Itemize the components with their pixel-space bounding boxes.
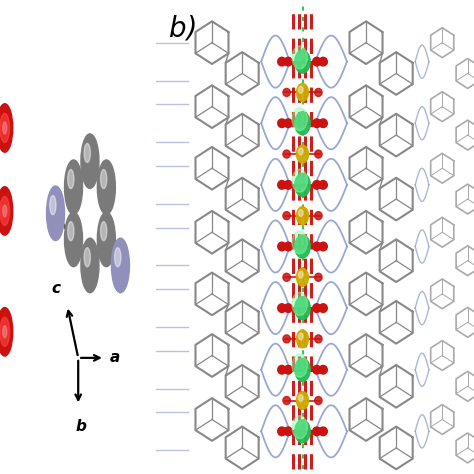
Ellipse shape <box>319 365 327 374</box>
Circle shape <box>3 205 7 217</box>
Ellipse shape <box>284 57 292 66</box>
Ellipse shape <box>284 427 292 436</box>
Ellipse shape <box>315 335 322 343</box>
Circle shape <box>64 212 82 267</box>
Ellipse shape <box>299 148 303 155</box>
Circle shape <box>100 222 107 241</box>
Ellipse shape <box>297 330 309 348</box>
Ellipse shape <box>313 427 321 436</box>
Ellipse shape <box>297 392 309 410</box>
Circle shape <box>0 113 9 143</box>
Circle shape <box>46 186 64 241</box>
Circle shape <box>97 212 115 267</box>
Ellipse shape <box>313 365 321 374</box>
Ellipse shape <box>284 304 292 312</box>
Ellipse shape <box>278 304 286 312</box>
Ellipse shape <box>284 242 292 251</box>
Ellipse shape <box>319 119 327 128</box>
Ellipse shape <box>315 89 322 96</box>
Ellipse shape <box>292 231 308 254</box>
Ellipse shape <box>284 365 292 374</box>
Circle shape <box>68 222 74 241</box>
Ellipse shape <box>297 207 309 225</box>
Ellipse shape <box>278 119 286 128</box>
Ellipse shape <box>292 108 308 130</box>
Text: c: c <box>52 281 61 296</box>
Ellipse shape <box>295 112 310 135</box>
Text: b): b) <box>169 14 198 42</box>
Ellipse shape <box>299 210 303 217</box>
Ellipse shape <box>295 297 310 319</box>
Ellipse shape <box>295 173 310 196</box>
Ellipse shape <box>278 242 286 251</box>
Circle shape <box>115 248 121 267</box>
Circle shape <box>3 122 7 134</box>
Ellipse shape <box>297 83 309 101</box>
Ellipse shape <box>313 119 321 128</box>
Ellipse shape <box>313 57 321 66</box>
Ellipse shape <box>295 235 310 258</box>
Circle shape <box>84 248 91 267</box>
Ellipse shape <box>315 397 322 404</box>
Ellipse shape <box>319 427 327 436</box>
Circle shape <box>0 308 13 356</box>
Ellipse shape <box>319 242 327 251</box>
Circle shape <box>111 238 129 293</box>
Ellipse shape <box>313 242 321 251</box>
Ellipse shape <box>299 333 303 340</box>
Ellipse shape <box>295 358 310 381</box>
Ellipse shape <box>292 292 308 315</box>
Circle shape <box>50 196 56 215</box>
Ellipse shape <box>315 150 322 158</box>
Ellipse shape <box>278 427 286 436</box>
Ellipse shape <box>283 89 291 96</box>
Ellipse shape <box>284 119 292 128</box>
Ellipse shape <box>319 181 327 189</box>
Ellipse shape <box>299 86 303 93</box>
Ellipse shape <box>284 181 292 189</box>
Circle shape <box>84 144 91 163</box>
Ellipse shape <box>295 50 310 73</box>
Circle shape <box>100 170 107 189</box>
Circle shape <box>3 326 7 338</box>
Circle shape <box>81 238 99 293</box>
Circle shape <box>64 160 82 215</box>
Ellipse shape <box>292 46 308 69</box>
Ellipse shape <box>283 273 291 281</box>
Ellipse shape <box>278 365 286 374</box>
Ellipse shape <box>297 145 309 163</box>
Ellipse shape <box>283 212 291 219</box>
Ellipse shape <box>313 304 321 312</box>
Ellipse shape <box>292 416 308 438</box>
Circle shape <box>0 104 13 152</box>
Ellipse shape <box>278 181 286 189</box>
Ellipse shape <box>319 304 327 312</box>
Ellipse shape <box>299 394 303 401</box>
Ellipse shape <box>292 354 308 377</box>
Ellipse shape <box>315 273 322 281</box>
Ellipse shape <box>292 169 308 192</box>
Circle shape <box>81 134 99 189</box>
Ellipse shape <box>295 420 310 443</box>
Ellipse shape <box>299 271 303 278</box>
Circle shape <box>97 160 115 215</box>
Circle shape <box>0 317 9 346</box>
Text: a: a <box>109 350 120 365</box>
Ellipse shape <box>315 212 322 219</box>
Ellipse shape <box>283 150 291 158</box>
Ellipse shape <box>278 57 286 66</box>
Ellipse shape <box>313 181 321 189</box>
Circle shape <box>0 187 13 235</box>
Circle shape <box>68 170 74 189</box>
Text: b: b <box>76 419 87 435</box>
Ellipse shape <box>297 268 309 286</box>
Ellipse shape <box>283 335 291 343</box>
Circle shape <box>0 196 9 226</box>
Ellipse shape <box>319 57 327 66</box>
Ellipse shape <box>283 397 291 404</box>
